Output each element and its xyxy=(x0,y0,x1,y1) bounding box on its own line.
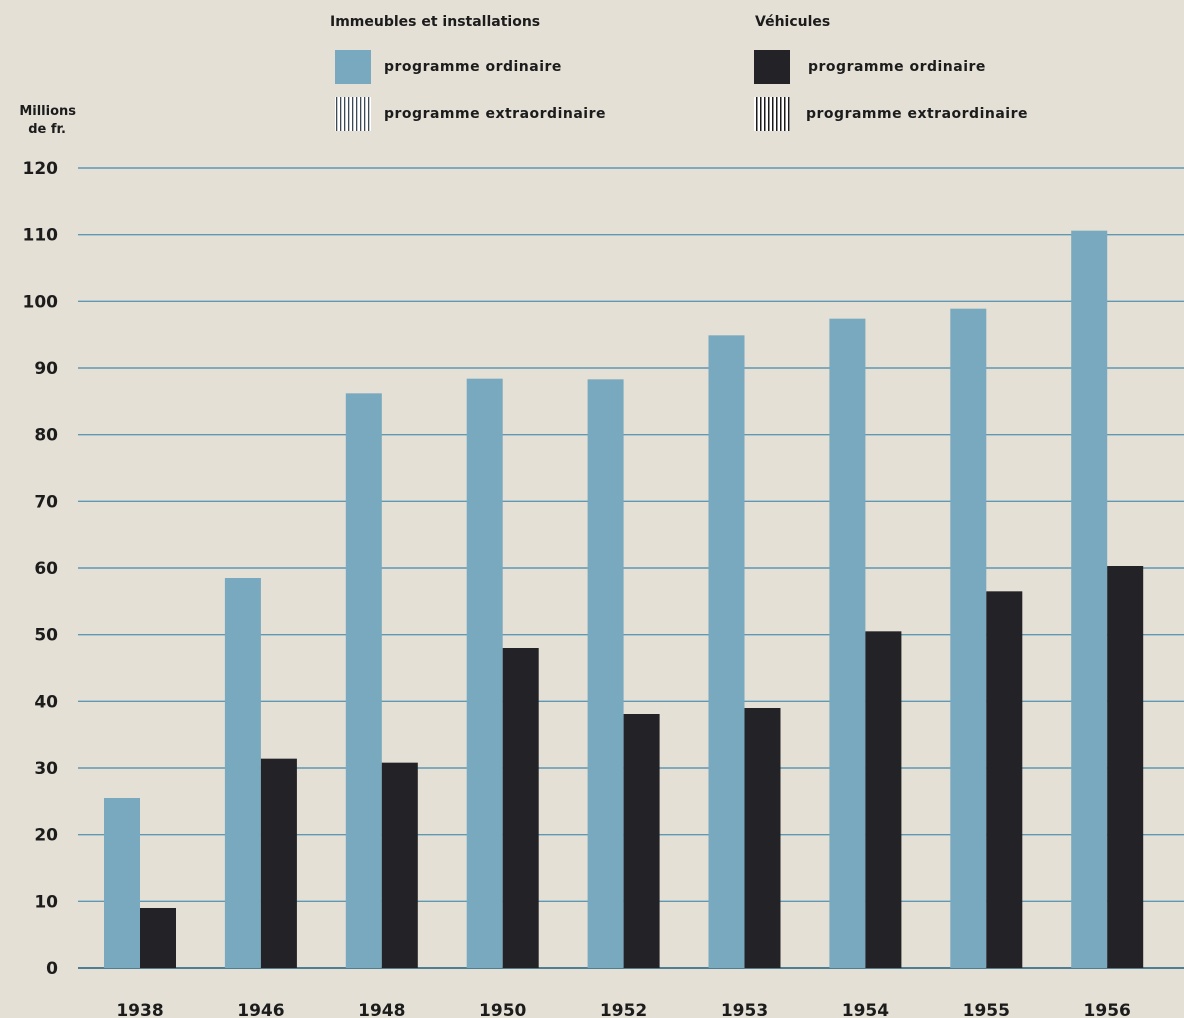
y-tick-label-110: 110 xyxy=(23,226,59,246)
x-tick-label-1952: 1952 xyxy=(600,1001,647,1018)
legend-group-title-immeubles: Immeubles et installations xyxy=(330,14,540,30)
y-tick-label-100: 100 xyxy=(23,292,59,312)
y-tick-label-30: 30 xyxy=(34,759,58,779)
legend-label-vehicules-extraordinaire: programme extraordinaire xyxy=(806,106,1028,122)
legend-label-immeubles-extraordinaire: programme extraordinaire xyxy=(384,106,606,122)
x-tick-label-1946: 1946 xyxy=(237,1001,284,1018)
y-tick-label-60: 60 xyxy=(34,559,58,579)
y-axis-unit-label: Millions de fr. xyxy=(19,104,76,137)
bar-vehicules-ordinaire-1946 xyxy=(260,758,297,968)
bar-vehicules-ordinaire-1956 xyxy=(1107,566,1144,968)
bars xyxy=(104,230,1144,969)
x-axis-ticks: 1938194619481950195219531954195519561957 xyxy=(116,1001,1131,1018)
legend-swatch-vehicules-extraordinaire xyxy=(754,97,790,131)
legend-label-vehicules-ordinaire: programme ordinaire xyxy=(808,59,986,75)
y-tick-label-20: 20 xyxy=(34,826,58,846)
bar-vehicules-ordinaire-1938 xyxy=(140,908,176,968)
y-axis-unit-line-1: Millions xyxy=(19,104,76,119)
x-tick-label-1950: 1950 xyxy=(479,1001,526,1018)
y-tick-label-40: 40 xyxy=(34,692,58,712)
legend-group-title-vehicules: Véhicules xyxy=(755,14,830,30)
x-tick-label-1938: 1938 xyxy=(116,1001,163,1018)
y-tick-label-50: 50 xyxy=(34,626,58,646)
x-tick-label-1953: 1953 xyxy=(721,1001,768,1018)
y-tick-label-0: 0 xyxy=(46,959,58,979)
y-tick-label-80: 80 xyxy=(34,426,58,446)
bar-vehicules-ordinaire-1953 xyxy=(744,708,781,968)
y-axis-unit-line-2: de fr. xyxy=(28,122,66,137)
bar-vehicules-ordinaire-1955 xyxy=(986,591,1023,968)
bar-vehicules-ordinaire-1950 xyxy=(502,648,539,968)
y-tick-label-120: 120 xyxy=(23,159,59,179)
bar-vehicules-ordinaire-1948 xyxy=(381,762,418,968)
bar-immeubles-ordinaire-1954 xyxy=(829,318,866,969)
legend-swatch-immeubles-ordinaire xyxy=(335,50,371,84)
y-tick-label-10: 10 xyxy=(34,892,58,912)
x-tick-label-1955: 1955 xyxy=(963,1001,1010,1018)
legend-swatch-vehicules-ordinaire xyxy=(754,50,790,84)
bar-immeubles-ordinaire-1950 xyxy=(466,378,503,969)
bar-immeubles-ordinaire-1955 xyxy=(950,308,987,969)
x-tick-label-1956: 1956 xyxy=(1084,1001,1131,1018)
bar-immeubles-ordinaire-1946 xyxy=(224,578,261,968)
bar-immeubles-ordinaire-1956 xyxy=(1071,230,1108,968)
bar-immeubles-ordinaire-1953 xyxy=(708,335,745,968)
x-tick-label-1954: 1954 xyxy=(842,1001,889,1018)
bar-immeubles-ordinaire-1948 xyxy=(345,393,382,968)
y-axis-ticks: 0 10 20 30 40 50 60 70 80 90 100 110 120 xyxy=(23,159,59,979)
legend: Immeubles et installations Véhicules pro… xyxy=(330,14,1028,131)
legend-swatch-immeubles-extraordinaire xyxy=(335,97,371,131)
bar-vehicules-ordinaire-1954 xyxy=(865,631,902,968)
x-tick-label-1948: 1948 xyxy=(358,1001,405,1018)
y-tick-label-70: 70 xyxy=(34,492,58,512)
legend-label-immeubles-ordinaire: programme ordinaire xyxy=(384,59,562,75)
y-tick-label-90: 90 xyxy=(34,359,58,379)
bar-immeubles-ordinaire-1938 xyxy=(104,798,140,968)
bar-immeubles-ordinaire-1952 xyxy=(587,379,624,968)
bar-vehicules-ordinaire-1952 xyxy=(623,714,660,968)
